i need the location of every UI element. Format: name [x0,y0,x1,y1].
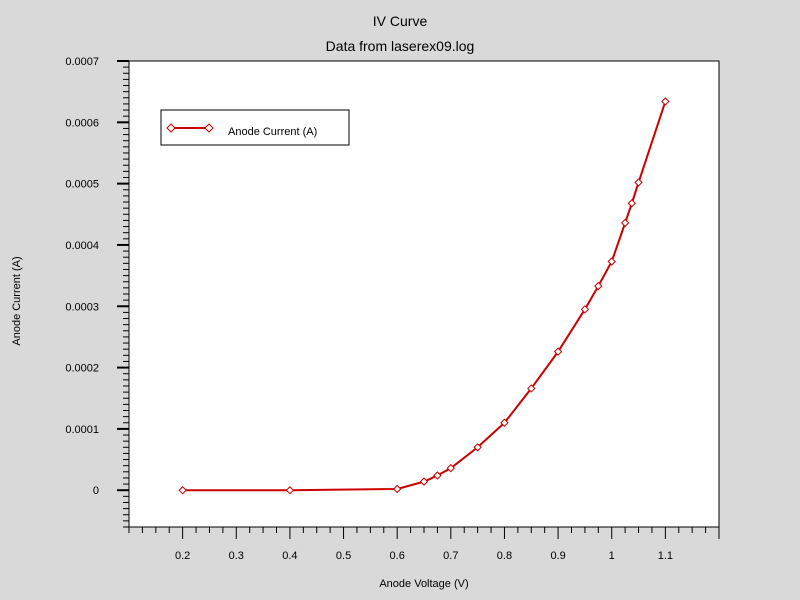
legend-label: Anode Current (A) [228,126,317,138]
x-tick-label: 0.9 [550,550,565,562]
data-point-marker [419,477,429,486]
data-point-marker [446,463,456,473]
x-tick-label: 0.3 [229,550,244,562]
data-point-marker [285,486,295,495]
data-point-marker [607,257,616,266]
chart-title: IV Curve [372,13,428,29]
x-tick-label: 0.8 [497,550,512,562]
y-tick-label: 0.0007 [65,56,99,68]
y-tick-label: 0.0005 [65,179,99,191]
x-tick-label: 0.6 [390,550,405,562]
x-tick-label: 0.5 [336,550,351,562]
data-point-marker [473,443,482,452]
data-point-marker [392,484,402,494]
data-point-marker [500,418,509,427]
y-tick-label: 0.0001 [65,424,99,436]
x-axis-label: Anode Voltage (V) [379,578,468,590]
x-tick-label: 0.2 [175,550,190,562]
data-point-marker [634,178,643,187]
y-tick-label: 0.0003 [65,301,99,313]
x-tick-label: 1 [609,550,615,562]
data-point-marker [553,347,563,356]
y-tick-label: 0.0006 [65,117,99,129]
legend-marker-start [166,123,176,133]
data-point-marker [527,384,536,393]
x-axis: 0.2 0.3 0.4 0.5 0.6 0.7 0.8 0.9 1 1.1 [128,527,720,562]
y-axis-label: Anode Current (A) [11,256,23,345]
data-point-marker [178,486,187,495]
y-axis: 0 0.0001 0.0002 0.0003 0.0004 0.0005 0.0006 0.0… [65,56,129,528]
data-point-marker [661,97,670,106]
chart-subtitle: Data from laserex09.log [325,38,475,54]
data-point-marker [594,281,603,291]
legend-marker-end [204,123,214,133]
x-tick-label: 0.7 [443,550,458,562]
legend: Anode Current (A) [160,109,350,146]
y-tick-label: 0 [93,485,99,497]
y-tick-label: 0.0004 [65,240,99,252]
data-point-marker [627,199,637,208]
x-tick-label: 0.4 [282,550,297,562]
data-point-marker [433,471,442,480]
x-tick-label: 1.1 [658,550,673,562]
series-layer [178,97,670,495]
y-tick-label: 0.0002 [65,363,99,375]
data-point-marker [620,218,630,228]
data-point-marker [580,305,590,314]
